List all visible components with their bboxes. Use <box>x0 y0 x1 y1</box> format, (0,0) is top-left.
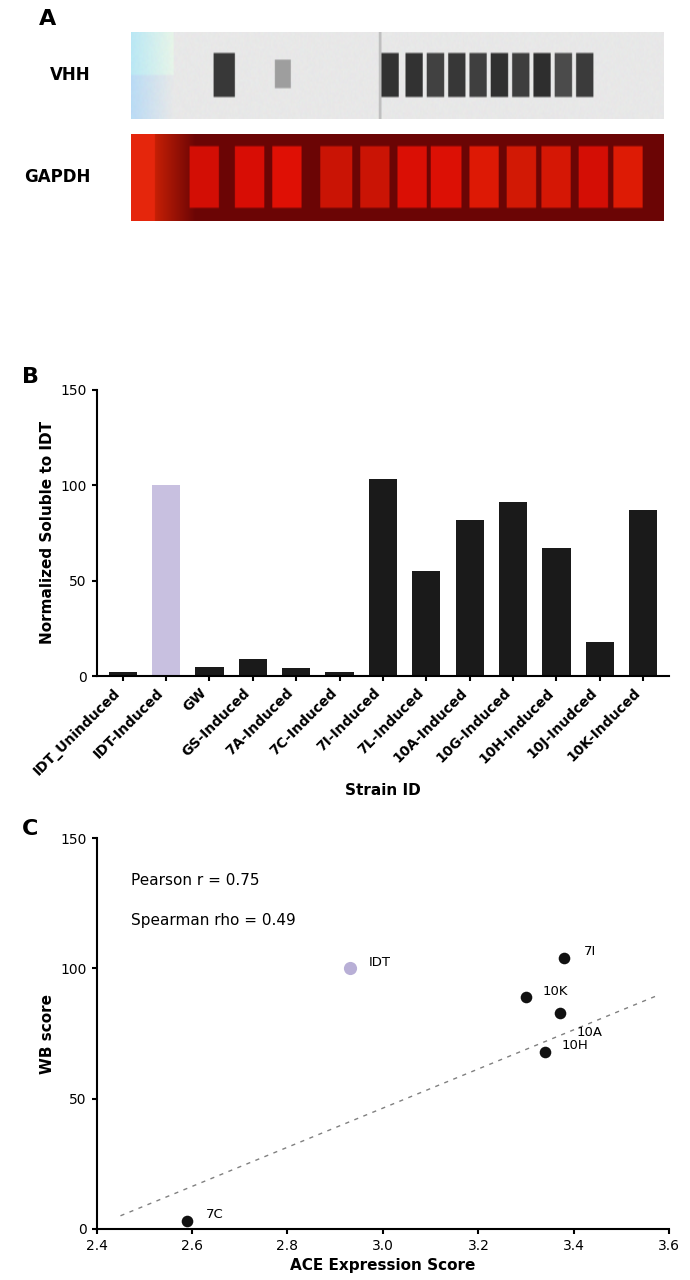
X-axis label: ACE Expression Score: ACE Expression Score <box>290 1258 475 1274</box>
Point <box>559 947 570 968</box>
Y-axis label: Normalized Soluble to IDT: Normalized Soluble to IDT <box>40 421 55 644</box>
Bar <box>542 548 571 676</box>
Text: IDT: IDT <box>368 956 391 969</box>
Text: 10H: 10H <box>562 1039 589 1052</box>
Bar <box>586 641 614 676</box>
Bar <box>629 509 658 676</box>
Text: B: B <box>22 367 39 387</box>
Point <box>181 1211 193 1231</box>
Text: 7I: 7I <box>583 946 595 959</box>
Bar <box>326 672 354 676</box>
Text: Pearson r = 0.75: Pearson r = 0.75 <box>131 873 259 888</box>
Bar <box>499 502 527 676</box>
Point <box>520 987 531 1007</box>
Point <box>344 959 355 979</box>
Bar <box>108 672 137 676</box>
Bar <box>195 667 224 676</box>
Text: 10A: 10A <box>576 1027 602 1039</box>
Bar <box>239 659 267 676</box>
Text: 7C: 7C <box>206 1208 224 1221</box>
Text: GAPDH: GAPDH <box>25 169 91 187</box>
Text: VHH: VHH <box>50 67 91 84</box>
X-axis label: Strain ID: Strain ID <box>345 783 421 799</box>
Text: 10K: 10K <box>543 984 569 997</box>
Y-axis label: WB score: WB score <box>40 993 55 1074</box>
Bar <box>152 485 180 676</box>
Bar <box>455 520 484 676</box>
Text: A: A <box>39 9 57 28</box>
Bar <box>282 668 310 676</box>
Text: Spearman rho = 0.49: Spearman rho = 0.49 <box>131 913 296 928</box>
Point <box>540 1042 551 1062</box>
Bar <box>369 480 397 676</box>
Text: C: C <box>22 819 39 838</box>
Bar <box>412 571 440 676</box>
Point <box>554 1002 565 1023</box>
